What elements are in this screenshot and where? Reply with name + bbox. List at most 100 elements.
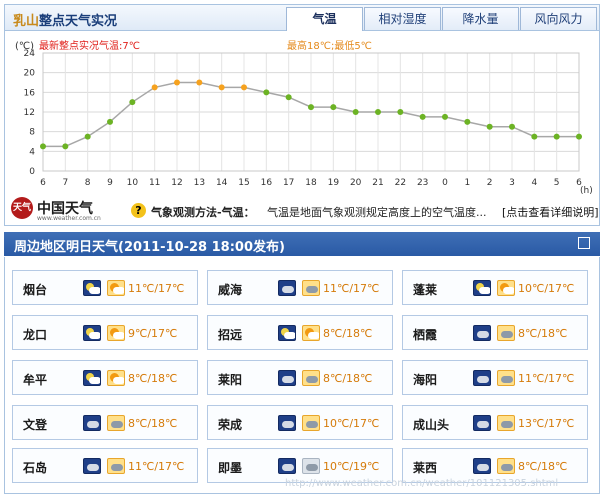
tab-precipitation[interactable]: 降水量 bbox=[442, 7, 519, 30]
forecast-card[interactable]: 海阳 11℃/17℃ bbox=[402, 360, 588, 395]
x-tick-label: 14 bbox=[216, 178, 228, 188]
forecast-temperature: 8℃/18℃ bbox=[128, 417, 178, 430]
x-tick-label: 6 bbox=[576, 178, 582, 188]
x-tick-label: 9 bbox=[107, 178, 113, 188]
panel-title-text: 整点天气实况 bbox=[39, 14, 118, 29]
forecast-card[interactable]: 牟平 8℃/18℃ bbox=[12, 360, 198, 395]
temperature-point bbox=[107, 118, 113, 125]
temperature-point bbox=[308, 104, 314, 111]
x-tick-label: 11 bbox=[149, 178, 160, 188]
x-unit-label: (h) bbox=[580, 186, 593, 195]
forecast-city-name: 荣成 bbox=[218, 418, 243, 432]
day-cloudy-icon bbox=[107, 415, 125, 431]
tab-wind[interactable]: 风向风力 bbox=[520, 7, 597, 30]
temperature-point bbox=[263, 89, 270, 96]
forecast-city-name: 招远 bbox=[218, 328, 243, 342]
temperature-point bbox=[285, 94, 292, 101]
forecast-city-name: 石岛 bbox=[23, 461, 48, 475]
forecast-temperature: 8℃/18℃ bbox=[518, 327, 568, 340]
forecast-temperature: 10℃/17℃ bbox=[323, 417, 380, 430]
x-tick-label: 3 bbox=[509, 178, 515, 188]
temperature-point bbox=[442, 113, 448, 120]
forecast-temperature: 9℃/17℃ bbox=[128, 327, 178, 340]
tab-humidity[interactable]: 相对湿度 bbox=[364, 7, 441, 30]
forecast-city-name: 栖霞 bbox=[413, 328, 438, 342]
chart-grid bbox=[42, 52, 580, 172]
forecast-city-name: 龙口 bbox=[23, 328, 48, 342]
day-partly-cloudy-icon bbox=[107, 370, 125, 386]
forecast-card[interactable]: 招远 8℃/18℃ bbox=[207, 315, 393, 350]
x-tick-label: 4 bbox=[531, 178, 537, 188]
x-tick-label: 20 bbox=[350, 178, 362, 188]
weather-logo-text: 中国天气 bbox=[37, 201, 93, 217]
forecast-title: 周边地区明日天气(2011-10-28 18:00发布) bbox=[14, 240, 285, 255]
night-partly-cloudy-icon bbox=[278, 325, 296, 341]
forecast-city-name: 牟平 bbox=[23, 373, 48, 387]
forecast-temperature: 10℃/19℃ bbox=[323, 460, 380, 473]
forecast-card[interactable]: 石岛 11℃/17℃ bbox=[12, 448, 198, 483]
night-cloudy-icon bbox=[473, 370, 491, 386]
forecast-temperature: 11℃/17℃ bbox=[128, 282, 185, 295]
night-cloudy-icon bbox=[278, 280, 296, 296]
x-tick-label: 10 bbox=[127, 178, 139, 188]
forecast-city-name: 海阳 bbox=[413, 373, 438, 387]
temperature-point bbox=[62, 143, 69, 150]
forecast-temperature: 13℃/17℃ bbox=[518, 417, 575, 430]
forecast-temperature: 8℃/18℃ bbox=[128, 372, 178, 385]
day-partly-cloudy-icon bbox=[107, 280, 125, 296]
x-tick-label: 16 bbox=[261, 178, 273, 188]
forecast-card[interactable]: 龙口 9℃/17℃ bbox=[12, 315, 198, 350]
forecast-card[interactable]: 莱西 8℃/18℃ bbox=[402, 448, 588, 483]
forecast-city-name: 莱阳 bbox=[218, 373, 243, 387]
x-tick-label: 7 bbox=[62, 178, 68, 188]
temperature-point bbox=[553, 133, 560, 140]
forecast-temperature: 11℃/17℃ bbox=[128, 460, 185, 473]
temperature-point bbox=[196, 79, 203, 86]
x-tick-label: 6 bbox=[40, 178, 46, 188]
forecast-card[interactable]: 蓬莱 10℃/17℃ bbox=[402, 270, 588, 305]
method-label: 气象观测方法-气温： bbox=[151, 206, 255, 219]
help-icon[interactable]: ? bbox=[131, 203, 146, 218]
temperature-point bbox=[419, 113, 426, 120]
day-cloudy-icon bbox=[302, 280, 320, 296]
forecast-card[interactable]: 即墨 10℃/19℃ bbox=[207, 448, 393, 483]
y-tick-label: 12 bbox=[24, 108, 35, 118]
temperature-range-label: 最高18℃;最低5℃ bbox=[287, 39, 372, 52]
forecast-temperature: 11℃/17℃ bbox=[518, 372, 575, 385]
forecast-card[interactable]: 威海 11℃/17℃ bbox=[207, 270, 393, 305]
temperature-point bbox=[397, 109, 404, 115]
expand-icon[interactable] bbox=[578, 237, 590, 249]
x-tick-label: 17 bbox=[283, 178, 294, 188]
x-tick-label: 21 bbox=[372, 178, 383, 188]
forecast-card[interactable]: 成山头 13℃/17℃ bbox=[402, 405, 588, 440]
temperature-points bbox=[40, 79, 582, 150]
forecast-temperature: 8℃/18℃ bbox=[323, 327, 373, 340]
night-cloudy-icon bbox=[278, 370, 296, 386]
forecast-card[interactable]: 文登 8℃/18℃ bbox=[12, 405, 198, 440]
forecast-card[interactable]: 烟台 11℃/17℃ bbox=[12, 270, 198, 305]
x-tick-label: 19 bbox=[328, 178, 340, 188]
night-cloudy-icon bbox=[473, 458, 491, 474]
day-cloudy-icon bbox=[302, 458, 320, 474]
forecast-card[interactable]: 栖霞 8℃/18℃ bbox=[402, 315, 588, 350]
temperature-point bbox=[330, 104, 337, 111]
forecast-header: 周边地区明日天气(2011-10-28 18:00发布) bbox=[4, 232, 600, 256]
forecast-card[interactable]: 荣成 10℃/17℃ bbox=[207, 405, 393, 440]
latest-temperature-label: 最新整点实况气温:7℃ bbox=[39, 39, 140, 52]
forecast-city-name: 文登 bbox=[23, 418, 48, 432]
night-cloudy-icon bbox=[278, 415, 296, 431]
detail-link[interactable]: [点击查看详细说明] bbox=[502, 206, 599, 219]
forecast-card[interactable]: 莱阳 8℃/18℃ bbox=[207, 360, 393, 395]
day-partly-cloudy-icon bbox=[107, 325, 125, 341]
forecast-city-name: 蓬莱 bbox=[413, 283, 438, 297]
x-tick-label: 23 bbox=[417, 178, 428, 188]
panel-title: 乳山整点天气实况 bbox=[13, 10, 117, 29]
tab-temperature[interactable]: 气温 bbox=[286, 7, 363, 31]
night-partly-cloudy-icon bbox=[83, 370, 101, 386]
forecast-temperature: 8℃/18℃ bbox=[518, 460, 568, 473]
x-tick-label: 1 bbox=[464, 178, 470, 188]
x-tick-label: 8 bbox=[85, 178, 91, 188]
forecast-grid: 烟台 11℃/17℃ 威海 11℃/17℃ 蓬莱 10℃/17℃ 龙口 9℃/17℃ 招远 8℃/… bbox=[4, 257, 600, 494]
